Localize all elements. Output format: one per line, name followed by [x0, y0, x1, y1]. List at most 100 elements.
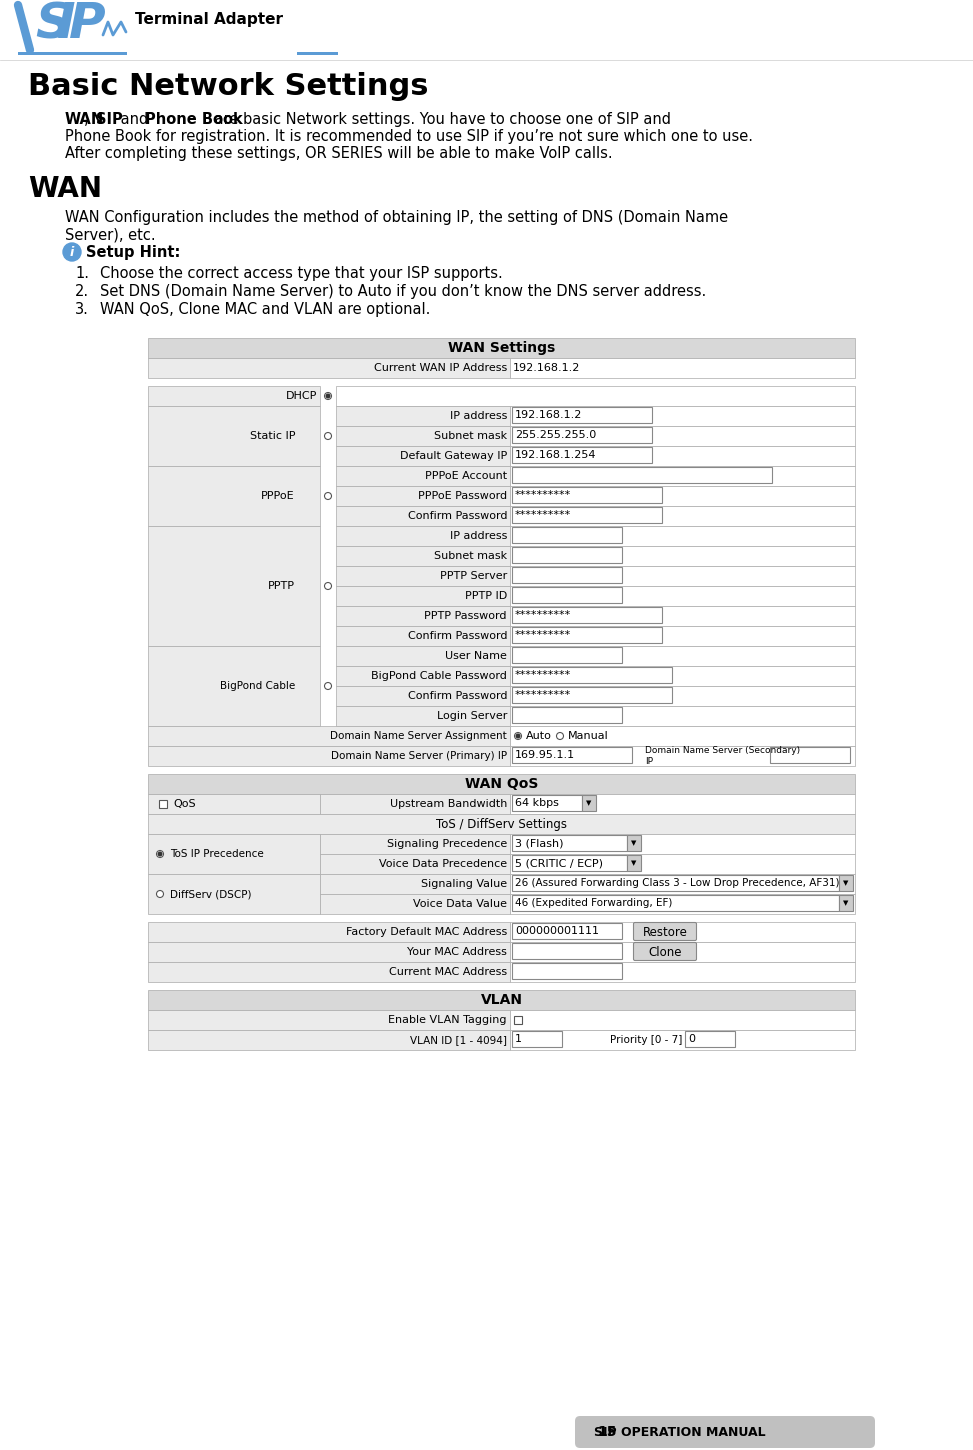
Bar — [336, 566, 510, 586]
Bar — [510, 566, 855, 586]
Text: ▼: ▼ — [631, 840, 636, 845]
Bar — [770, 747, 850, 763]
Bar — [336, 647, 510, 666]
Bar — [148, 990, 855, 1011]
Bar — [148, 834, 320, 874]
Bar — [512, 407, 652, 423]
Bar — [510, 358, 855, 378]
Text: Choose the correct access type that your ISP supports.: Choose the correct access type that your… — [100, 265, 503, 281]
Bar — [510, 406, 855, 426]
Bar — [510, 726, 855, 745]
Bar — [148, 338, 855, 358]
Circle shape — [326, 394, 330, 397]
Text: Login Server: Login Server — [437, 710, 507, 721]
Text: **********: ********** — [515, 510, 571, 521]
Bar — [512, 856, 627, 871]
Text: Confirm Password: Confirm Password — [408, 631, 507, 641]
Bar — [510, 526, 855, 547]
Text: ▼: ▼ — [844, 880, 848, 886]
Text: BigPond Cable Password: BigPond Cable Password — [371, 671, 507, 682]
Bar — [514, 1016, 522, 1024]
Text: Phone Book for registration. It is recommended to use SIP if you’re not sure whi: Phone Book for registration. It is recom… — [65, 129, 753, 144]
Bar — [510, 961, 855, 982]
Text: Voice Data Value: Voice Data Value — [413, 899, 507, 909]
Text: VLAN: VLAN — [481, 993, 523, 1006]
Text: ▼: ▼ — [587, 800, 592, 806]
Bar — [512, 647, 622, 663]
Text: Static IP: Static IP — [249, 431, 295, 441]
Bar — [336, 606, 510, 626]
Text: 192.168.1.2: 192.168.1.2 — [515, 410, 583, 420]
Bar — [839, 874, 853, 890]
Text: Auto: Auto — [526, 731, 552, 741]
Bar — [512, 667, 672, 683]
Text: Domain Name Server (Secondary)
IP: Domain Name Server (Secondary) IP — [645, 747, 800, 766]
Text: Voice Data Precedence: Voice Data Precedence — [378, 858, 507, 869]
Text: PPPoE Password: PPPoE Password — [417, 492, 507, 502]
Bar — [510, 834, 855, 854]
Bar — [320, 834, 510, 854]
Text: WAN Configuration includes the method of obtaining IP, the setting of DNS (Domai: WAN Configuration includes the method of… — [65, 210, 728, 225]
Bar — [148, 942, 510, 961]
Text: Setup Hint:: Setup Hint: — [86, 245, 180, 260]
Bar — [148, 647, 320, 726]
Bar — [510, 942, 855, 961]
Text: Set DNS (Domain Name Server) to Auto if you don’t know the DNS server address.: Set DNS (Domain Name Server) to Auto if … — [100, 284, 706, 299]
Bar — [300, 52, 338, 55]
Text: WAN QoS: WAN QoS — [465, 777, 538, 792]
Bar — [336, 447, 510, 465]
Bar — [512, 567, 622, 583]
Bar — [336, 706, 510, 726]
Text: DHCP: DHCP — [286, 392, 317, 402]
Bar — [512, 874, 839, 890]
Text: Default Gateway IP: Default Gateway IP — [400, 451, 507, 461]
Text: Upstream Bandwidth: Upstream Bandwidth — [389, 799, 507, 809]
Text: PPPoE Account: PPPoE Account — [425, 471, 507, 481]
Bar — [512, 895, 839, 911]
Text: Phone Book: Phone Book — [145, 112, 243, 128]
Bar — [512, 487, 662, 503]
Bar — [510, 854, 855, 874]
Text: Server), etc.: Server), etc. — [65, 228, 156, 242]
Bar — [510, 745, 855, 766]
Circle shape — [325, 432, 332, 439]
Text: **********: ********** — [515, 610, 571, 621]
Bar — [510, 647, 855, 666]
Text: i: i — [70, 245, 74, 258]
Circle shape — [63, 244, 81, 261]
Bar — [320, 795, 510, 813]
Bar — [336, 426, 510, 447]
Bar — [336, 666, 510, 686]
Bar — [510, 895, 855, 914]
Bar — [148, 358, 510, 378]
Bar — [839, 895, 853, 911]
Text: Domain Name Server Assignment: Domain Name Server Assignment — [330, 731, 507, 741]
Bar — [512, 507, 662, 523]
Text: QoS: QoS — [173, 799, 196, 809]
Bar — [148, 1030, 510, 1050]
Bar — [148, 726, 510, 745]
Text: 26 (Assured Forwarding Class 3 - Low Drop Precedence, AF31): 26 (Assured Forwarding Class 3 - Low Dro… — [515, 879, 840, 887]
Bar — [512, 608, 662, 624]
Text: 2.: 2. — [75, 284, 90, 299]
Text: 000000001111: 000000001111 — [515, 927, 599, 937]
Text: IP address: IP address — [450, 410, 507, 420]
Circle shape — [325, 683, 332, 690]
Bar — [336, 526, 510, 547]
Bar — [320, 874, 510, 895]
Text: PPTP: PPTP — [268, 581, 295, 592]
Circle shape — [157, 851, 163, 857]
Text: are basic Network settings. You have to choose one of SIP and: are basic Network settings. You have to … — [210, 112, 671, 128]
Bar — [159, 800, 167, 808]
Bar — [127, 52, 297, 55]
Text: **********: ********** — [515, 629, 571, 639]
Bar — [336, 486, 510, 506]
Text: Restore: Restore — [642, 925, 688, 938]
Text: 255.255.255.0: 255.255.255.0 — [515, 431, 596, 439]
Bar — [582, 795, 596, 811]
Text: Domain Name Server (Primary) IP: Domain Name Server (Primary) IP — [331, 751, 507, 761]
Bar — [512, 526, 622, 542]
Text: IP address: IP address — [450, 531, 507, 541]
Bar — [512, 708, 622, 724]
Circle shape — [159, 853, 162, 855]
